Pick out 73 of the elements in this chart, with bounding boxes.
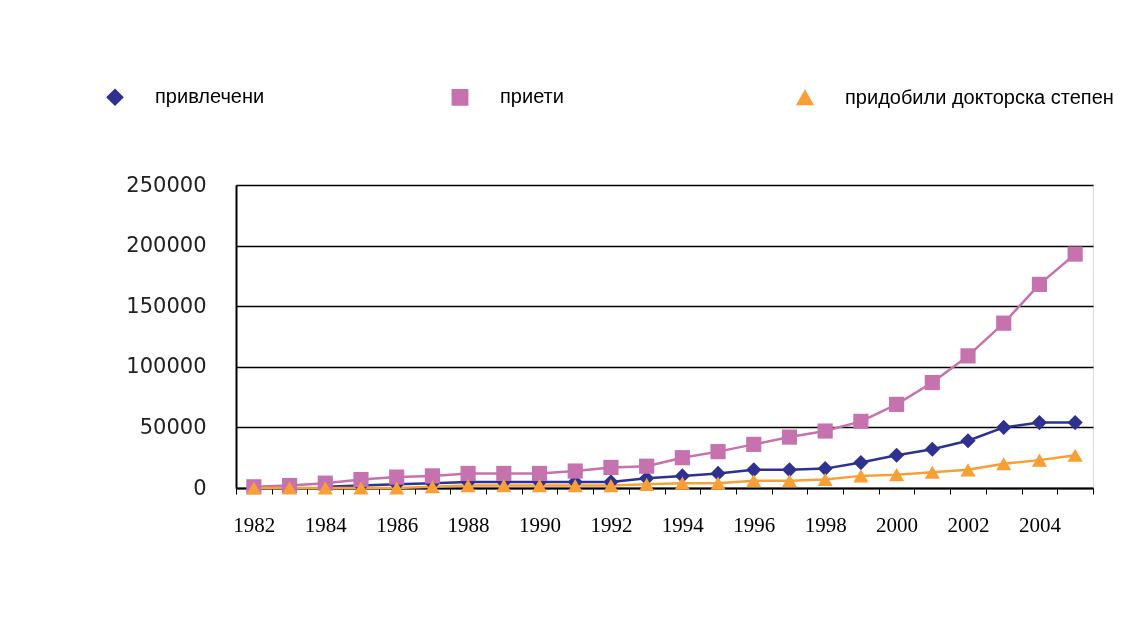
x-tick-label: 1996 <box>733 512 776 537</box>
point <box>853 413 869 429</box>
point <box>603 479 619 493</box>
legend-label: привлечени <box>155 85 265 108</box>
point <box>710 444 726 460</box>
point <box>603 459 619 475</box>
point <box>746 474 762 488</box>
y-tick-label: 250000 <box>126 172 207 197</box>
x-tick-label: 1982 <box>233 512 276 537</box>
x-tick-label: 1986 <box>376 512 419 537</box>
point <box>960 348 976 364</box>
point <box>746 436 762 452</box>
point <box>496 465 512 482</box>
point <box>924 465 940 479</box>
point <box>460 479 476 493</box>
x-tick-label: 1994 <box>661 512 705 537</box>
point <box>853 454 869 471</box>
point <box>889 468 905 482</box>
point <box>889 447 905 463</box>
point <box>1031 414 1048 431</box>
point <box>960 463 976 477</box>
point <box>781 429 798 445</box>
point <box>889 396 905 412</box>
y-tick-label: 200000 <box>126 233 207 258</box>
point <box>353 471 369 488</box>
point <box>924 374 940 391</box>
x-tick-label: 2000 <box>876 512 919 537</box>
point <box>674 476 690 490</box>
point <box>1067 246 1083 262</box>
point <box>996 419 1012 435</box>
x-tick-label: 1998 <box>804 512 847 537</box>
point <box>817 423 833 439</box>
x-tick-label: 1992 <box>590 512 633 537</box>
y-tick-label: 100000 <box>126 354 207 379</box>
point <box>531 479 548 493</box>
point <box>996 457 1012 471</box>
point <box>710 465 726 482</box>
point <box>496 479 512 493</box>
point <box>567 479 583 493</box>
point <box>1067 414 1083 431</box>
point <box>1067 448 1083 462</box>
point <box>853 469 869 483</box>
point <box>817 472 833 487</box>
point <box>1031 453 1048 467</box>
point <box>424 468 440 484</box>
point <box>817 461 833 477</box>
point <box>639 458 655 474</box>
y-tick-label: 0 <box>193 475 207 500</box>
point <box>460 465 476 482</box>
point <box>710 476 726 490</box>
point <box>389 469 405 485</box>
point <box>1031 276 1048 292</box>
point <box>781 462 798 478</box>
point <box>781 474 798 488</box>
x-tick-label: 1990 <box>519 512 562 537</box>
x-tick-label: 1984 <box>304 512 348 537</box>
point <box>567 463 583 479</box>
point <box>639 477 655 491</box>
point <box>674 450 690 466</box>
legend-label: придобили докторска степен <box>845 85 1114 108</box>
point <box>996 315 1012 331</box>
x-tick-label: 2004 <box>1018 512 1062 537</box>
point <box>924 441 940 457</box>
x-tick-label: 2002 <box>947 512 990 537</box>
point <box>531 465 548 482</box>
point <box>389 481 405 495</box>
x-tick-label: 1988 <box>447 512 490 537</box>
y-tick-label: 50000 <box>139 414 207 439</box>
point <box>424 480 440 494</box>
point <box>746 462 762 478</box>
y-tick-label: 150000 <box>126 293 207 318</box>
point <box>960 433 976 449</box>
legend-label: приети <box>500 85 564 108</box>
